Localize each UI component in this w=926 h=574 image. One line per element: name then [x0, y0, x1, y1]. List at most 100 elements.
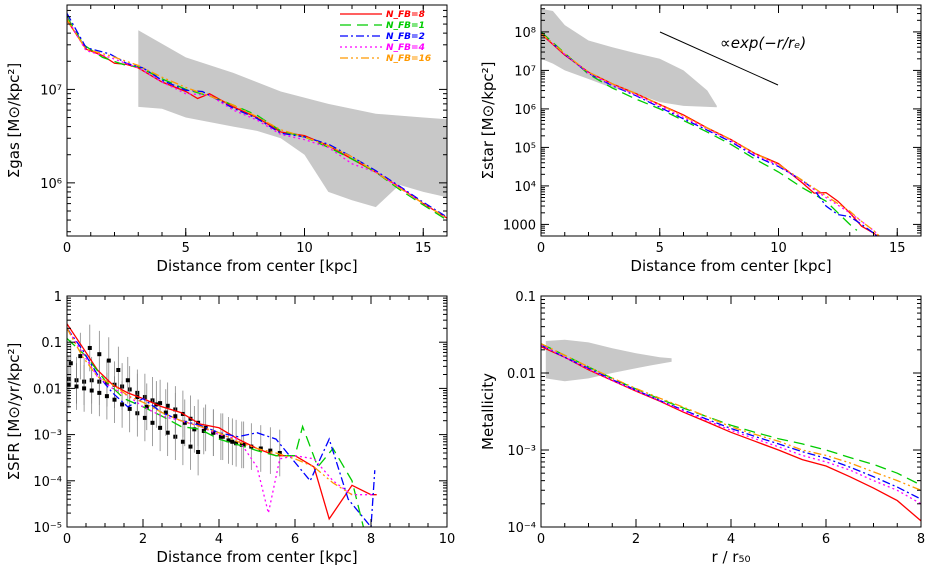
panel3-obs-point: [82, 386, 87, 391]
panel3-xtick-label: 0: [63, 532, 71, 547]
panel2-series-n-fb-2: [541, 32, 878, 236]
panel2-ytick-label: 10⁷: [514, 64, 536, 79]
panel3-obs-point: [211, 430, 216, 435]
panel3: [66, 295, 448, 528]
panel4-xtick-label: 6: [822, 532, 830, 547]
panel3-obs-point: [120, 402, 125, 407]
panel4-observed-band: [545, 339, 672, 382]
panel3-obs-point: [158, 425, 163, 430]
panel1-series-n-fb-2: [67, 13, 447, 218]
panel1-legend-label: N_FB=2: [386, 32, 425, 42]
panel3-obs-point: [188, 444, 193, 449]
panel3-ytick-label: 10⁻⁴: [33, 475, 62, 490]
panel4-ytick-label: 10⁻⁴: [507, 521, 536, 536]
panel3-obs-point: [163, 410, 168, 415]
panel3-ylabel: ΣSFR [M⊙/yr/kpc²]: [5, 343, 23, 481]
panel2-xtick-label: 0: [537, 241, 545, 256]
panel3-obs-point: [106, 358, 111, 363]
panel3-obs-point: [116, 368, 121, 373]
panel3-ytick-label: 0.01: [33, 382, 62, 397]
panel1-legend-label: N_FB=16: [386, 54, 431, 64]
panel1: [66, 4, 448, 237]
panel4-series-n-fb-2: [541, 344, 921, 500]
panel3-obs-point: [158, 401, 163, 406]
panel2-series-n-fb-16: [541, 32, 881, 236]
panel1-xtick-label: 15: [415, 241, 432, 256]
panel1-series-n-fb-16: [67, 19, 447, 219]
panel3-obs-point: [78, 354, 83, 359]
panel3-series-n-fb-4: [67, 327, 375, 514]
panel4-xtick-label: 8: [917, 532, 925, 547]
panel3-frame: [66, 295, 448, 528]
panel3-ytick-label: 10⁻⁵: [33, 521, 62, 536]
panel3-xtick-label: 2: [139, 532, 147, 547]
panel2-slope-line: [659, 31, 779, 86]
panel4-frame: [540, 295, 922, 528]
panel2-annotation: ∝exp(−r/rₑ): [720, 34, 806, 52]
panel2: [540, 4, 922, 237]
panel3-obs-point: [239, 442, 244, 447]
panel3-obs-point: [182, 420, 187, 425]
panel3-xtick-label: 8: [367, 532, 375, 547]
panel3-obs-point: [268, 448, 273, 453]
panel3-obs-point: [112, 397, 117, 402]
panel3-obs-point: [220, 434, 225, 439]
panel4-series-n-fb-16: [541, 343, 921, 491]
panel2-ytick-label: 1000: [503, 218, 536, 233]
panel1-legend-label: N_FB=1: [386, 21, 425, 31]
panel3-series-n-fb-2: [67, 327, 376, 527]
panel4-xtick-label: 4: [727, 532, 735, 547]
panel3-obs-point: [180, 439, 185, 444]
panel3-xtick-label: 4: [215, 532, 223, 547]
panel3-obs-point: [258, 446, 263, 451]
panel4-ylabel: Metallicity: [479, 373, 497, 450]
panel4-ytick-label: 0.1: [515, 290, 536, 305]
panel3-obs-point: [165, 403, 170, 408]
panel1-observed-band: [138, 30, 448, 208]
panel3-obs-point: [68, 361, 73, 366]
panel2-ytick-label: 10⁴: [514, 180, 536, 195]
panel2-observed-band: [541, 8, 717, 108]
panel4-xtick-label: 0: [537, 532, 545, 547]
panel3-obs-point: [97, 352, 102, 357]
panel3-obs-point: [87, 345, 92, 350]
panel3-xtick-label: 6: [291, 532, 299, 547]
panel2-ytick-label: 10⁸: [514, 26, 536, 41]
panel4-ytick-label: 10⁻³: [507, 444, 536, 459]
panel3-obs-point: [127, 406, 132, 411]
panel3-obs-point: [66, 382, 71, 387]
panel1-xtick-label: 0: [63, 241, 71, 256]
panel3-ytick-label: 0.1: [41, 336, 62, 351]
panel3-obs-point: [192, 427, 197, 432]
panel4-ytick-label: 0.01: [507, 367, 536, 382]
panel3-obs-point: [89, 388, 94, 393]
panel3-series-n-fb-16: [67, 327, 353, 496]
panel2-ytick-label: 10⁵: [514, 141, 536, 156]
panel3-ytick-label: 10⁻³: [33, 429, 62, 444]
panel1-legend-label: N_FB=8: [386, 10, 425, 20]
panel1-ytick-label: 10⁶: [40, 177, 62, 192]
panel3-obs-point: [201, 428, 206, 433]
panel1-legend-label: N_FB=4: [386, 43, 425, 53]
panel3-obs-point: [104, 394, 109, 399]
panel3-series-n-fb-8: [67, 323, 377, 521]
panel4-series-n-fb-4: [541, 344, 921, 505]
panel3-obs-point: [196, 450, 201, 455]
panel4-xlabel: r / r₅₀: [712, 548, 751, 566]
panel3-xlabel: Distance from center [kpc]: [156, 548, 357, 566]
panel3-obs-point: [150, 420, 155, 425]
panel3-obs-point: [230, 439, 235, 444]
panel3-obs-point: [144, 404, 149, 409]
panel3-series-n-fb-1: [67, 338, 365, 527]
panel3-obs-point: [125, 378, 130, 383]
panel3-obs-point: [173, 414, 178, 419]
panel2-series-n-fb-1: [541, 31, 858, 231]
panel2-xtick-label: 10: [770, 241, 787, 256]
panel3-ytick-label: 1: [54, 290, 62, 305]
panel2-ylabel: Σstar [M⊙/kpc²]: [479, 61, 497, 179]
panel3-obs-point: [142, 415, 147, 420]
panel3-obs-point: [74, 384, 79, 389]
panel3-obs-point: [97, 390, 102, 395]
panel3-obs-point: [234, 441, 239, 446]
